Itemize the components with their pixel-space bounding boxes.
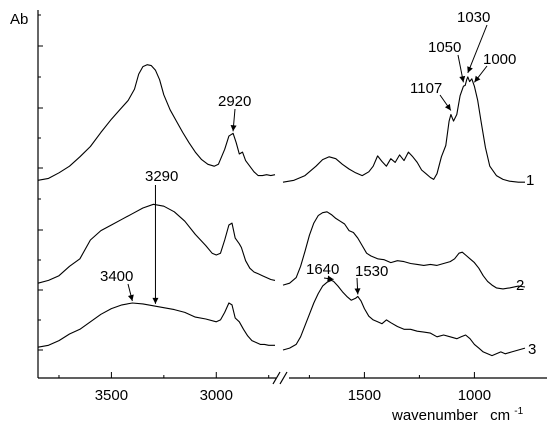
peak-label-3400: 3400 — [100, 268, 133, 285]
x-axis-unit: cm — [490, 407, 510, 424]
peak-marker-line — [467, 24, 488, 74]
annotation-arrowhead — [127, 294, 134, 301]
x-axis-label: wavenumber cm -1 — [391, 406, 524, 424]
series-2-left-line — [37, 203, 276, 284]
annotation-arrowhead — [230, 125, 237, 132]
peak-label-1640: 1640 — [306, 261, 339, 278]
peak-label-1050: 1050 — [428, 39, 461, 56]
peak-label-3290: 3290 — [145, 168, 178, 185]
x-tick-label: 3500 — [95, 387, 128, 404]
peak-label-1530: 1530 — [355, 263, 388, 280]
peak-label-1030: 1030 — [457, 9, 490, 26]
series-label: 1 — [526, 172, 534, 189]
annotation-arrowhead — [354, 288, 361, 295]
x-tick-label: 1000 — [458, 387, 491, 404]
x-tick-label: 1500 — [348, 387, 381, 404]
series-label: 2 — [516, 277, 524, 294]
axes: 3500 3000 1500 1000 — [37, 10, 547, 404]
y-axis-label: Ab — [10, 11, 28, 28]
annotation-arrowhead — [444, 103, 451, 111]
annotation-arrowhead — [152, 297, 159, 304]
x-axis-unit-exponent: -1 — [514, 406, 523, 417]
axis-break-mark — [279, 371, 288, 385]
peak-label-1000: 1000 — [483, 51, 516, 68]
annotation-arrowhead — [474, 75, 481, 83]
annotation-arrowhead — [327, 275, 334, 282]
series-2-right-line — [282, 211, 526, 290]
series-1-left-line — [37, 64, 276, 181]
annotation-arrowhead — [467, 66, 473, 73]
peak-label-2920: 2920 — [218, 93, 251, 110]
series-1-right-line — [282, 76, 525, 183]
series-3-right-line — [282, 279, 526, 357]
peak-label-1107: 1107 — [410, 80, 442, 97]
axis-break-mark — [272, 371, 281, 385]
series-label: 3 — [528, 341, 536, 358]
x-tick-label: 3000 — [200, 387, 233, 404]
annotation-layer: 2920 1107 1050 1030 1000 3290 3400 1640 1530 — [100, 9, 516, 304]
annotation-arrowhead — [459, 75, 466, 83]
series-layer: 1 2 3 — [37, 64, 536, 358]
series-3-left-line — [37, 302, 275, 348]
x-axis-label-text: wavenumber — [391, 407, 478, 424]
